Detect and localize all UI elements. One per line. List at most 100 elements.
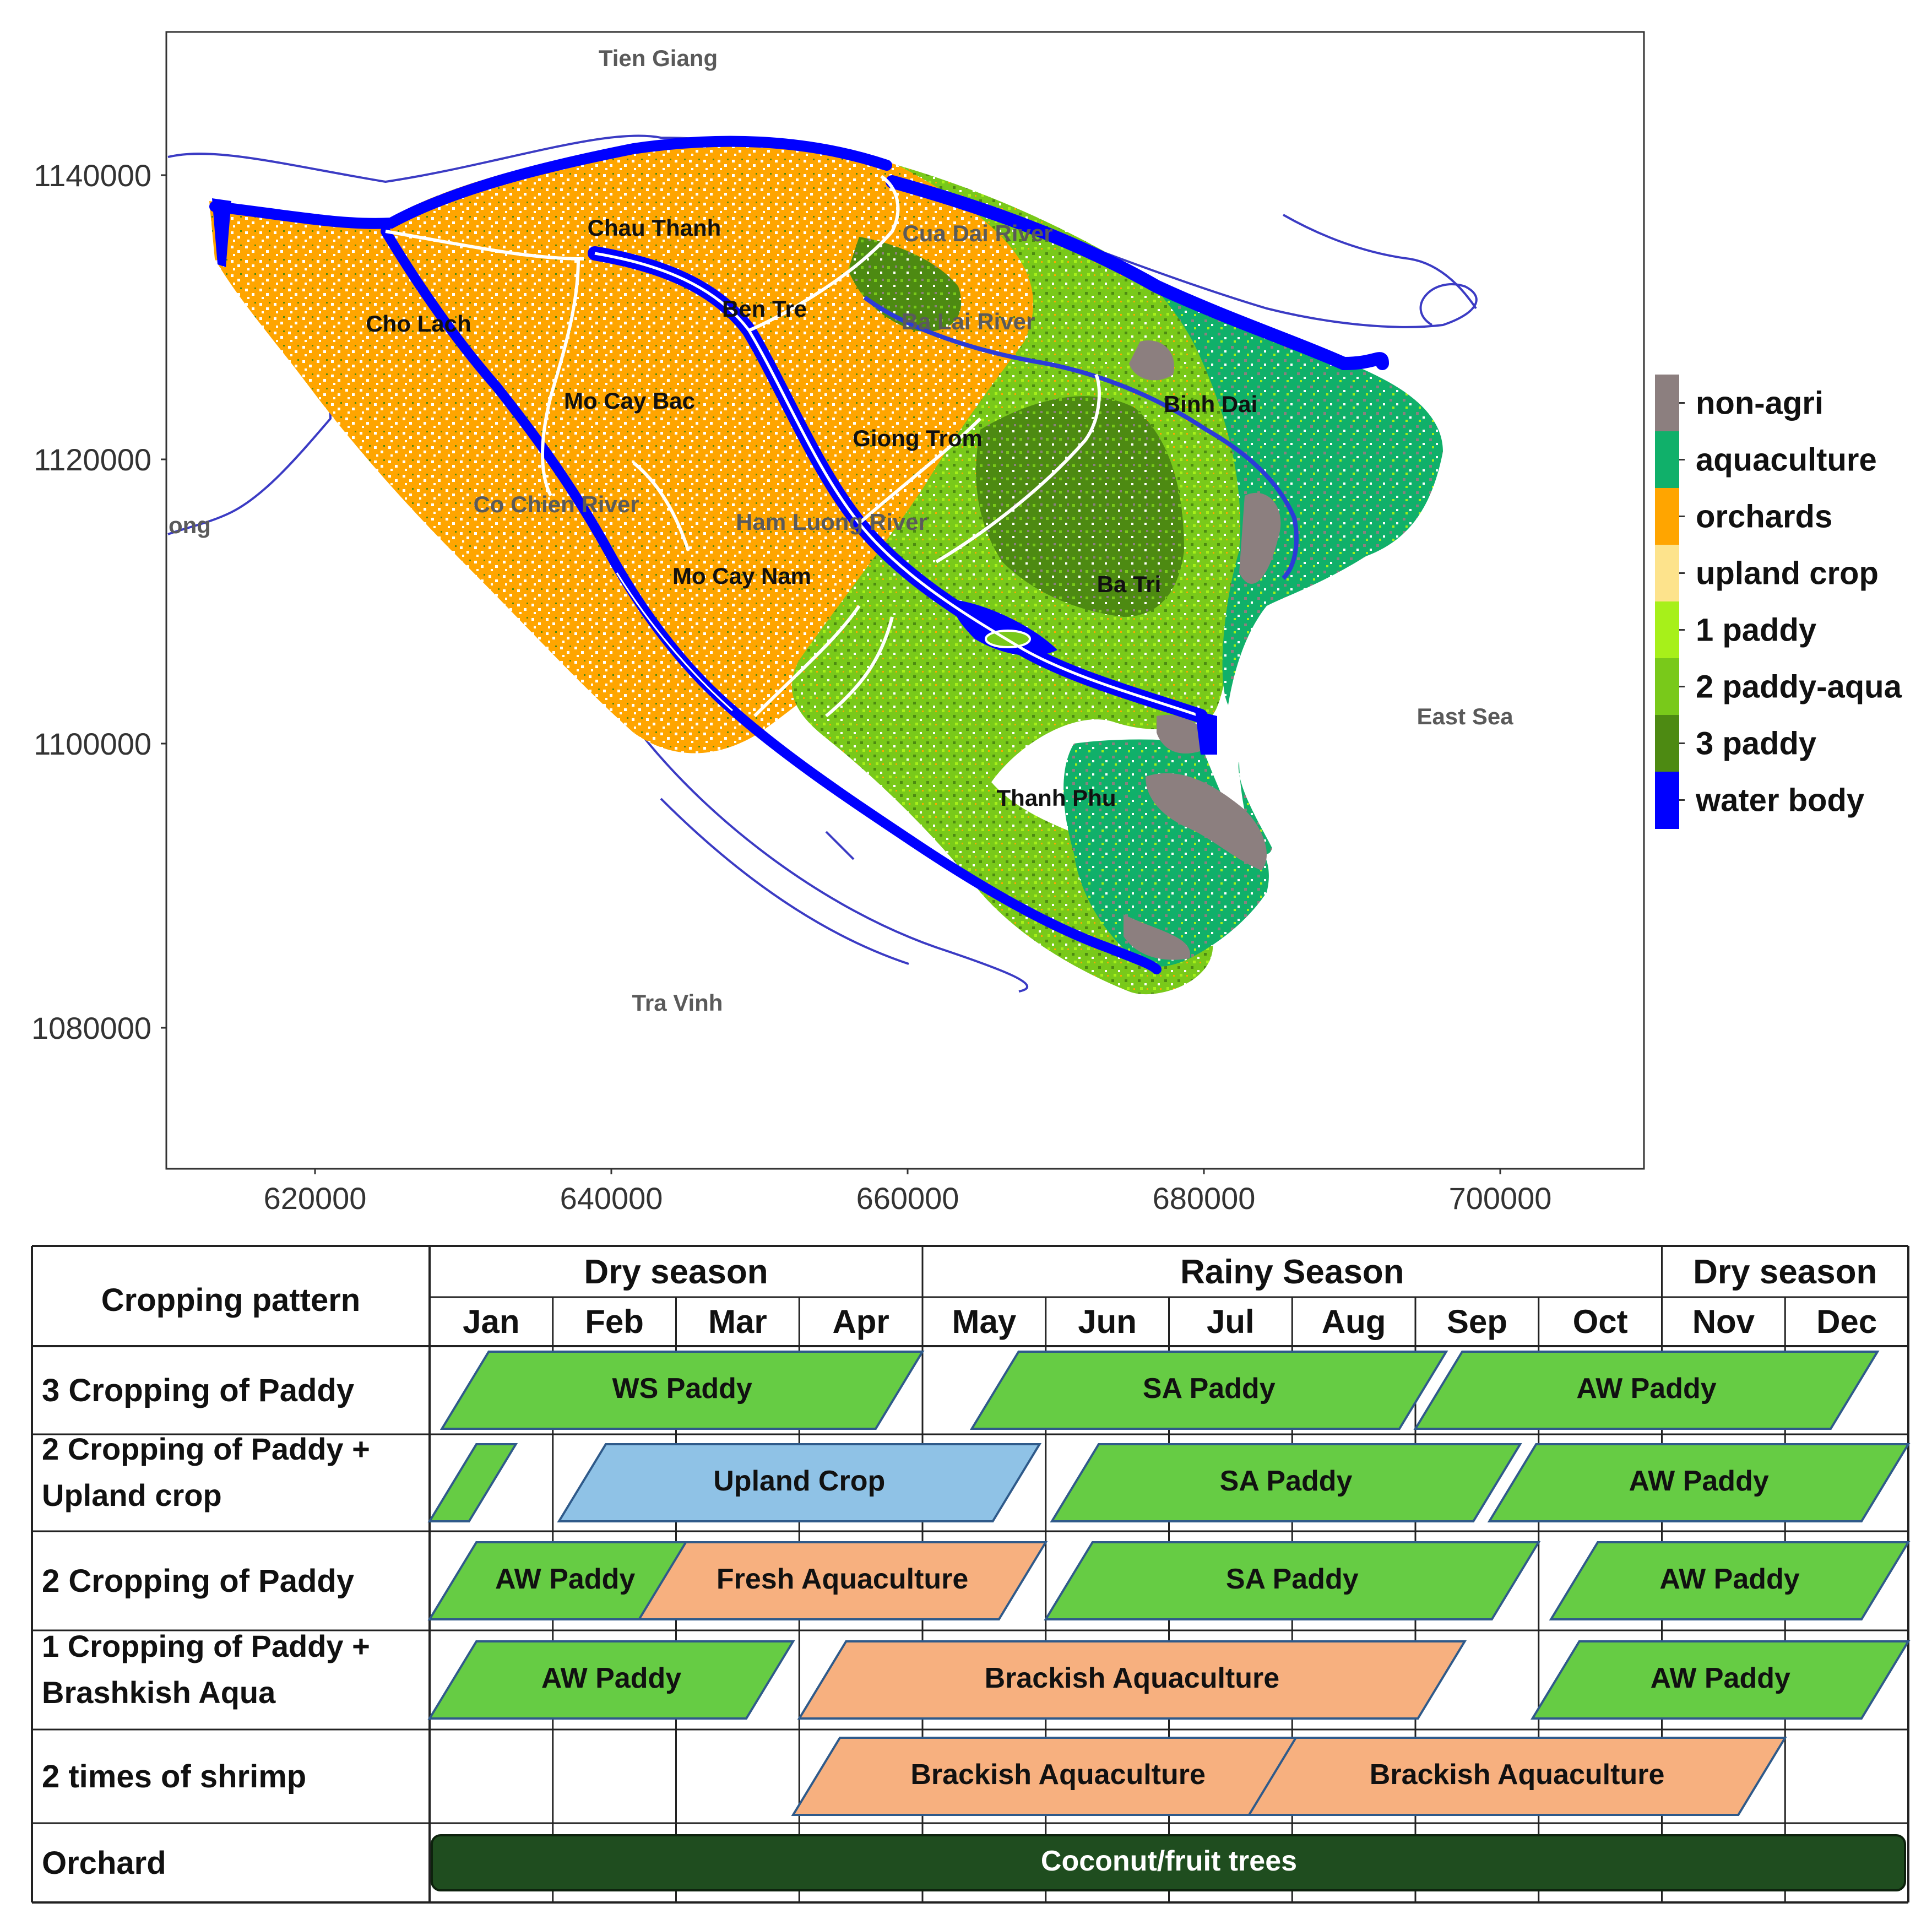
bar-label: Brackish Aquaculture (985, 1662, 1280, 1694)
label-ong: ong (169, 512, 211, 538)
aquaculture-zone-east (1146, 275, 1443, 705)
season-label: Rainy Season (1180, 1253, 1404, 1291)
month-label: Dec (1816, 1303, 1877, 1340)
label-cho-lach: Cho Lach (366, 311, 471, 337)
label-ba-tri: Ba Tri (1097, 571, 1162, 597)
legend-swatch (1655, 715, 1679, 772)
legend-label: orchards (1696, 499, 1832, 535)
month-label: Sep (1447, 1303, 1507, 1340)
paddy-zone (792, 165, 1247, 995)
calendar-text: Cropping pattern Dry season Rainy Season Dr… (42, 1253, 1877, 1881)
aquaculture-bar (797, 1640, 1467, 1720)
x-tick-label: 700000 (1449, 1181, 1552, 1216)
row-name: 2 times of shrimp (42, 1759, 306, 1795)
bar-label: WS Paddy (612, 1373, 752, 1405)
legend: non-agri aquaculture orchards upland crop 1 … (1655, 375, 1902, 829)
legend-label: aquaculture (1696, 442, 1877, 478)
water-body (209, 135, 1389, 974)
season-label: Dry season (1693, 1253, 1877, 1291)
label-chau-thanh: Chau Thanh (588, 215, 721, 241)
bar-label: Upland Crop (713, 1465, 885, 1497)
legend-swatch (1655, 488, 1679, 545)
legend-swatch (1655, 375, 1679, 432)
label-ben-tre: Ben Tre (722, 296, 807, 322)
row-name: Brashkish Aqua (42, 1675, 276, 1710)
x-tick-label: 680000 (1153, 1181, 1256, 1216)
month-label: Nov (1692, 1303, 1755, 1340)
paddy-bar (439, 1351, 925, 1430)
month-label: Feb (585, 1303, 644, 1340)
month-label: May (952, 1303, 1017, 1340)
river-co-chien-inner (616, 572, 733, 712)
upland-bar (557, 1443, 1042, 1522)
legend-label: 3 paddy (1696, 726, 1816, 762)
month-label: Mar (708, 1303, 767, 1340)
orchard-bar (431, 1834, 1906, 1891)
legend-label: non-agri (1696, 386, 1824, 421)
orchard-zone (209, 142, 1048, 753)
paddy-bar (1531, 1640, 1911, 1720)
row-name: Upland crop (42, 1478, 222, 1512)
river-mouth-east (1195, 711, 1217, 755)
row-name: Orchard (42, 1845, 166, 1881)
paddy-bar (427, 1443, 518, 1522)
river-cua-dai (886, 175, 1389, 371)
paddy-bar (1487, 1443, 1911, 1522)
paddy-bar (1044, 1541, 1541, 1620)
calendar-bars (427, 1351, 1911, 1891)
row-name: 1 Cropping of Paddy + (42, 1629, 370, 1663)
x-tick-label: 660000 (856, 1181, 959, 1216)
bar-label: AW Paddy (541, 1662, 681, 1694)
paddy-bar (427, 1640, 795, 1720)
paddy-bar (1413, 1351, 1880, 1430)
legend-label: upland crop (1696, 556, 1879, 592)
label-east-sea: East Sea (1417, 703, 1513, 729)
river-ba-lai (863, 295, 1299, 580)
x-tick-label: 640000 (560, 1181, 663, 1216)
row-name: 3 Cropping of Paddy (42, 1373, 354, 1408)
bar-label: AW Paddy (1629, 1465, 1768, 1497)
month-label: Apr (832, 1303, 889, 1340)
legend-label: 1 paddy (1696, 612, 1816, 648)
pattern-header: Cropping pattern (101, 1282, 360, 1318)
bar-label: SA Paddy (1220, 1465, 1353, 1497)
label-thanh-phu: Thanh Phu (997, 785, 1116, 811)
legend-swatch (1655, 772, 1679, 829)
label-giong-trom: Giong Trom (853, 425, 983, 451)
map-labels: Tien Giang Tra Vinh East Sea ong Chau Th… (169, 45, 1513, 1016)
bar-label: Brackish Aquaculture (910, 1759, 1206, 1791)
legend-swatch (1655, 658, 1679, 715)
label-co-chien-river: Co Chien River (473, 491, 639, 517)
y-tick-label: 1100000 (34, 727, 151, 761)
bar-label: AW Paddy (1651, 1662, 1790, 1694)
paddy-bar (1050, 1443, 1522, 1522)
label-mo-cay-bac: Mo Cay Bac (564, 388, 695, 414)
label-ba-lai-river: Ba Lai River (902, 308, 1035, 334)
label-mo-cay-nam: Mo Cay Nam (672, 563, 811, 589)
legend-label: 2 paddy-aqua (1696, 669, 1902, 705)
row-name: 2 Cropping of Paddy + (42, 1432, 370, 1466)
non-agri-patch-5 (1124, 914, 1190, 960)
non-agri-patch-3 (1157, 715, 1207, 754)
three-paddy-zone (976, 396, 1184, 617)
season-label: Dry season (584, 1253, 768, 1291)
bar-label: Coconut/fruit trees (1041, 1845, 1297, 1877)
aquaculture-bar (637, 1541, 1048, 1620)
label-tra-vinh: Tra Vinh (632, 990, 723, 1016)
aquaculture-bar (1247, 1737, 1787, 1816)
paddy-bar (1549, 1541, 1911, 1620)
map-panel: Tien Giang Tra Vinh East Sea ong Chau Th… (31, 31, 1902, 1216)
legend-swatch (1655, 431, 1679, 489)
river-ham-luong-mouth (953, 600, 1057, 656)
bar-label: AW Paddy (1659, 1563, 1799, 1595)
month-label: Oct (1573, 1303, 1628, 1340)
river-north-edge (209, 135, 892, 229)
label-cua-dai-river: Cua Dai River (902, 220, 1052, 246)
month-label: Aug (1322, 1303, 1386, 1340)
x-axis: 620000 640000 660000 680000 700000 (264, 1169, 1552, 1216)
district-boundaries (385, 175, 1101, 718)
bar-label: SA Paddy (1143, 1373, 1276, 1405)
river-west-end (212, 198, 231, 267)
month-label: Jul (1207, 1303, 1255, 1340)
label-binh-dai: Binh Dai (1164, 391, 1257, 417)
